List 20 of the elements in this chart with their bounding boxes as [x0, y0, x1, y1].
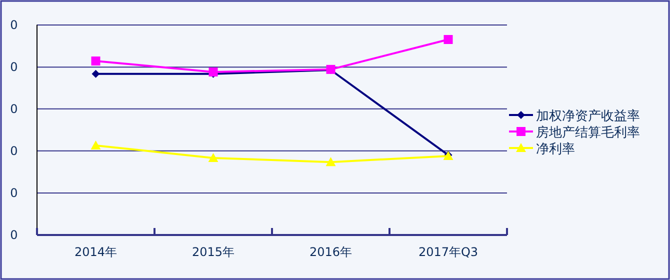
point	[208, 67, 218, 76]
point	[208, 152, 218, 162]
x-tick-label: 2016年	[309, 245, 352, 259]
text: 0	[10, 102, 18, 116]
point	[90, 140, 101, 150]
legend-label: 净利率	[536, 141, 575, 157]
point	[444, 35, 453, 44]
point	[92, 70, 100, 78]
point	[326, 157, 336, 166]
point	[91, 56, 100, 66]
x-tick-label: 2015年	[192, 245, 235, 259]
text: 0	[10, 186, 18, 200]
x-tick-label: 2014年	[74, 245, 118, 259]
text: 0	[10, 228, 18, 242]
legend-label: 房地产结算毛利率	[536, 124, 640, 140]
text: 0	[10, 60, 18, 74]
x-tick-label: 2017年Q3	[418, 245, 478, 259]
text: 0	[10, 144, 18, 158]
text: 0	[10, 18, 18, 32]
legend-label: 加权净资产收益率	[536, 108, 640, 124]
